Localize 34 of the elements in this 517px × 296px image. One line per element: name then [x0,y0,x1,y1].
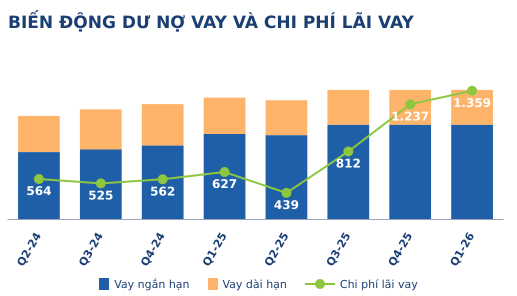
bar [327,90,370,125]
data-label: 439 [274,198,299,212]
point [96,178,106,188]
bar [204,98,246,134]
bar [80,150,122,220]
data-label: 562 [150,184,176,198]
bar [142,146,184,220]
legend-label: Chi phí lãi vay [340,278,418,290]
data-label: 627 [212,177,238,192]
bar [142,104,184,146]
point [34,174,44,184]
data-label: 1.237 [391,109,430,124]
bar [327,124,370,220]
bar [18,152,60,220]
chart-title: BIẾN ĐỘNG DƯ NỢ VAY VÀ CHI PHÍ LÃI VAY [8,10,415,34]
point [281,188,292,198]
point [343,146,354,157]
data-label: 564 [26,184,52,198]
legend-label: Vay dài hạn [222,278,287,290]
bar [266,100,308,136]
data-label: 1.359 [453,96,492,110]
bar [204,134,246,220]
data-label: 812 [336,156,361,171]
bar [389,124,432,220]
bar [80,109,122,150]
point [405,99,416,110]
bar [266,135,308,220]
legend-label: Vay ngắn hạn [114,278,190,290]
bar [18,116,60,152]
point [158,174,168,184]
bar [451,124,493,220]
point [467,86,478,96]
point [220,167,230,178]
data-label: 525 [88,188,114,202]
